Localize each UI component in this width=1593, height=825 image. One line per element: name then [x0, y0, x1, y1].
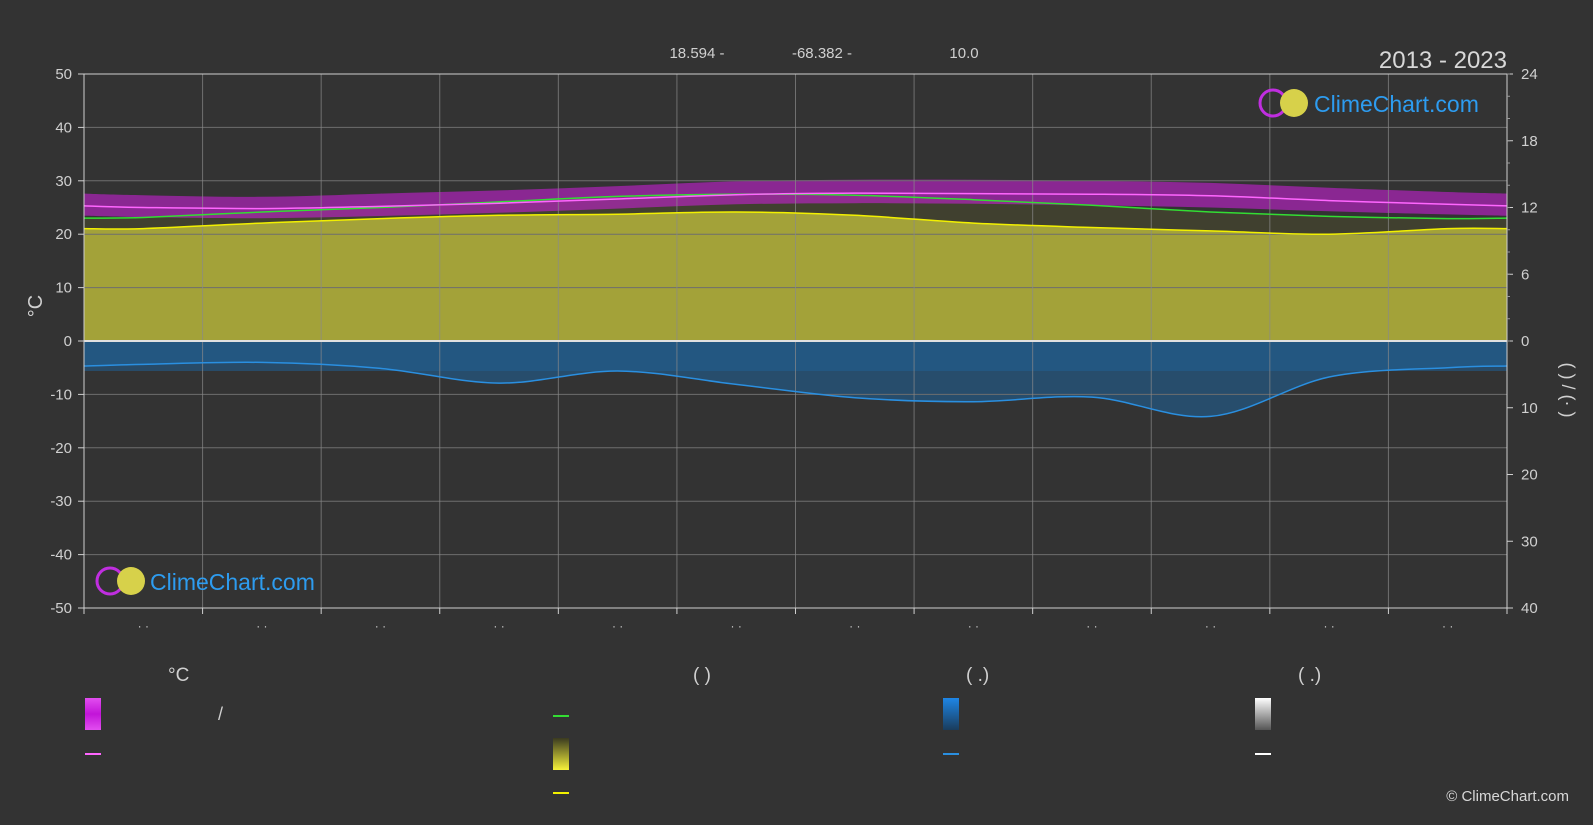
legend-sunshine-swatch — [553, 738, 569, 770]
legend-snow-line — [1255, 753, 1271, 755]
series-lines — [83, 192, 1508, 418]
latitude-label: 18.594 - — [669, 45, 724, 62]
y-tick-label: 40 — [55, 119, 72, 136]
x-tick-label: · · — [493, 619, 504, 633]
legend-rain-line — [943, 753, 959, 755]
legend-temp-header: °C — [168, 665, 190, 686]
legend-temp-range-sep: / — [218, 704, 224, 724]
y-tick-label: 0 — [64, 333, 72, 350]
y-axis-right-label: ( ) / (· ) — [1558, 363, 1578, 418]
logo-bottom: ClimeChart.com — [95, 566, 315, 596]
y-tick-label: -50 — [50, 600, 72, 617]
y-tick-label: -30 — [50, 493, 72, 510]
y-axis-label: °C — [25, 295, 47, 317]
brand-name-top: ClimeChart.com — [1314, 91, 1479, 117]
y-tick-label: 30 — [55, 173, 72, 190]
x-tick-label: · · — [1323, 619, 1334, 633]
legend-snow-swatch — [1255, 698, 1271, 730]
legend-rain-header: ( .) — [966, 665, 990, 686]
legend-daylight-line — [553, 715, 569, 717]
x-tick-label: · · — [256, 619, 267, 633]
elevation-label: 10.0 — [949, 45, 978, 62]
y-right-tick-label: 24 — [1521, 66, 1538, 83]
x-tick-label: · · — [968, 619, 979, 633]
precipitation-line — [83, 361, 1508, 418]
period-label: 2013 - 2023 — [1379, 47, 1507, 74]
x-tick-label: · · — [1205, 619, 1216, 633]
x-tick-label: · · — [731, 619, 742, 633]
y-tick-label: 10 — [55, 280, 72, 297]
y-tick-label: -10 — [50, 386, 72, 403]
legend-temp-mean-line — [85, 753, 101, 755]
y-tick-label: -40 — [50, 547, 72, 564]
logo-sun-icon — [117, 567, 145, 595]
x-tick-label: · · — [138, 619, 149, 633]
y-tick-label: -20 — [50, 440, 72, 457]
y-right-tick-label: 40 — [1521, 600, 1538, 617]
x-tick-label: · · — [1086, 619, 1097, 633]
x-tick-label: · · — [375, 619, 386, 633]
legend-temp-range-swatch — [85, 698, 101, 730]
copyright: © ClimeChart.com — [1446, 788, 1569, 805]
grid — [84, 73, 1507, 609]
y-right-tick-label: 12 — [1521, 200, 1538, 217]
y-tick-label: 50 — [55, 66, 72, 83]
legend-sun-header: ( ) — [693, 665, 711, 686]
longitude-label: -68.382 - — [792, 45, 852, 62]
temp-mean-line — [83, 192, 1508, 210]
y-right-tick-label: 20 — [1521, 467, 1538, 484]
y-right-tick-label: 0 — [1521, 333, 1529, 350]
y-right-tick-label: 6 — [1521, 266, 1529, 283]
legend-sunshine-line — [553, 792, 569, 794]
x-tick-label: · · — [612, 619, 623, 633]
brand-name-bottom: ClimeChart.com — [150, 569, 315, 595]
x-tick-label: · · — [849, 619, 860, 633]
logo-top: ClimeChart.com — [1258, 88, 1479, 118]
y-right-tick-label: 18 — [1521, 133, 1538, 150]
y-tick-label: 20 — [55, 226, 72, 243]
legend-snow-header: ( .) — [1298, 665, 1322, 686]
y-right-tick-label: 30 — [1521, 533, 1538, 550]
legend-rain-swatch — [943, 698, 959, 730]
axes: 50 40 30 20 10 0 -10 -20 -30 -40 -50 24 18 12 6 0 10 20 30… — [25, 66, 1578, 633]
logo-sun-icon — [1280, 89, 1308, 117]
y-right-tick-label: 10 — [1521, 400, 1538, 417]
sunshine-line — [83, 211, 1508, 235]
x-tick-label: · · — [1442, 619, 1453, 633]
